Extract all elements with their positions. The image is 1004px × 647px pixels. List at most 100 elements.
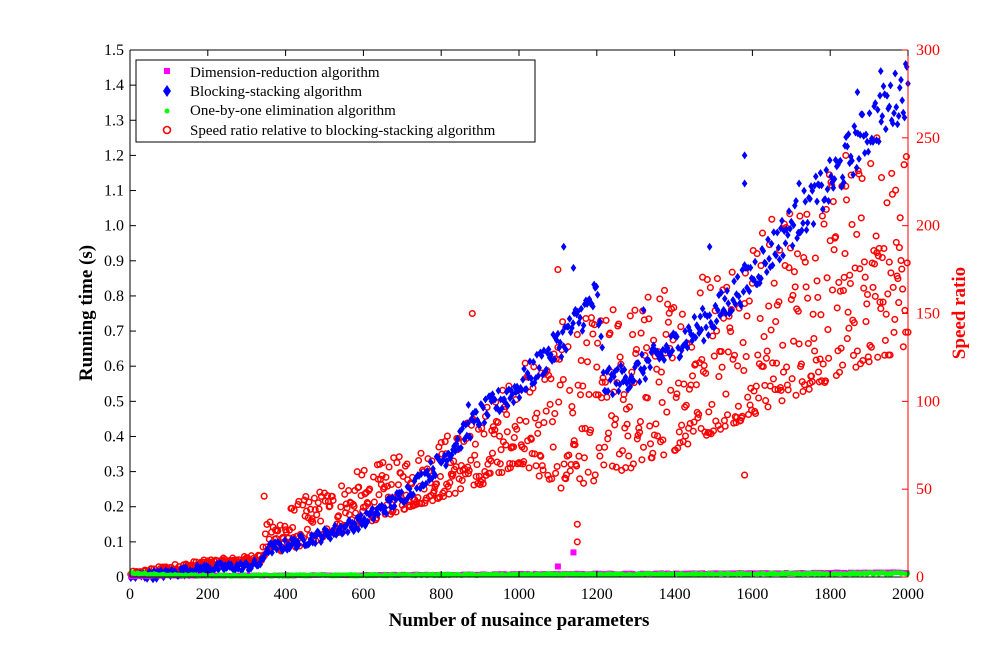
blocking-stacking-point <box>810 220 817 228</box>
speed-ratio-point <box>763 347 771 355</box>
speed-ratio-point <box>643 394 651 402</box>
speed-ratio-point <box>724 348 732 356</box>
blocking-stacking-point <box>621 365 628 374</box>
blocking-stacking-point <box>599 343 605 352</box>
speed-ratio-point <box>858 174 866 183</box>
speed-ratio-point <box>789 291 797 299</box>
speed-ratio-point <box>891 315 899 323</box>
speed-ratio-point <box>785 264 793 272</box>
speed-ratio-point <box>841 250 849 258</box>
blocking-stacking-point <box>744 283 750 292</box>
speed-ratio-point <box>839 286 847 295</box>
speed-ratio-point <box>857 214 865 222</box>
blocking-stacking-point <box>677 352 684 361</box>
speed-ratio-point <box>740 366 748 375</box>
speed-ratio-point <box>644 293 652 301</box>
speed-ratio-point <box>516 416 524 424</box>
speed-ratio-point <box>810 334 818 343</box>
blocking-stacking-point <box>334 529 341 538</box>
speed-ratio-point <box>478 476 486 484</box>
speed-ratio-point <box>649 449 657 457</box>
y-left-tick-label: 1.5 <box>104 42 124 59</box>
speed-ratio-point <box>718 363 726 371</box>
speed-ratio-point <box>895 299 903 307</box>
blocking-stacking-point <box>769 261 776 270</box>
blocking-stacking-point <box>495 386 502 395</box>
blocking-stacking-point <box>835 160 841 169</box>
blocking-stacking-point <box>359 520 365 529</box>
speed-ratio-point <box>611 415 620 423</box>
speed-ratio-point <box>570 437 578 445</box>
blocking-stacking-point <box>313 531 320 540</box>
blocking-stacking-point <box>577 313 583 322</box>
speed-ratio-point <box>219 554 227 562</box>
speed-ratio-point <box>569 409 577 417</box>
blocking-stacking-point <box>219 559 225 568</box>
speed-ratio-point <box>485 455 493 463</box>
speed-ratio-point <box>465 466 473 475</box>
blocking-stacking-point <box>807 194 813 203</box>
speed-ratio-point <box>856 265 864 273</box>
speed-ratio-point <box>432 480 441 488</box>
blocking-stacking-point <box>865 147 872 156</box>
legend-marker-dot <box>164 108 170 114</box>
y-left-tick-label: 1.3 <box>104 112 124 129</box>
blocking-stacking-point <box>838 182 845 191</box>
speed-ratio-point <box>415 456 423 465</box>
speed-ratio-point <box>835 368 844 376</box>
blocking-stacking-point <box>732 300 739 309</box>
blocking-stacking-point <box>527 357 533 366</box>
speed-ratio-point <box>790 268 798 276</box>
speed-ratio-point <box>521 359 529 367</box>
blocking-stacking-point <box>768 239 775 248</box>
speed-ratio-point <box>596 452 604 460</box>
speed-ratio-point <box>883 199 891 207</box>
speed-ratio-point <box>540 419 548 427</box>
blocking-stacking-point <box>570 319 576 328</box>
blocking-stacking-point <box>893 103 900 112</box>
blocking-stacking-point <box>887 81 894 90</box>
speed-ratio-point <box>867 160 875 168</box>
speed-ratio-point <box>353 468 361 476</box>
speed-ratio-point <box>863 290 872 299</box>
legend-marker-circle <box>162 125 172 135</box>
blocking-stacking-point <box>422 469 428 478</box>
blocking-stacking-point <box>901 113 908 122</box>
speed-ratio-point <box>713 327 721 335</box>
speed-ratio-point <box>860 284 868 292</box>
speed-ratio-point <box>839 361 847 369</box>
speed-ratio-point <box>601 443 609 451</box>
speed-ratio-point <box>313 511 321 519</box>
speed-ratio-point <box>360 466 368 474</box>
blocking-stacking-point <box>779 216 785 225</box>
speed-ratio-point <box>814 368 823 376</box>
speed-ratio-point <box>472 472 480 481</box>
y-left-tick-label: 0 <box>116 569 124 586</box>
speed-ratio-point <box>860 258 868 266</box>
blocking-stacking-point <box>392 495 399 504</box>
speed-ratio-point <box>769 359 777 367</box>
axis-ticks: 0 200 400 600 800 1000 1200 1400 1600 1800 200000.… <box>104 42 940 603</box>
speed-ratio-point <box>716 425 725 433</box>
speed-ratio-point <box>890 328 898 336</box>
speed-ratio-point <box>659 436 667 444</box>
blocking-stacking-point <box>485 411 491 420</box>
blocking-stacking-point <box>598 332 604 341</box>
speed-ratio-point <box>863 300 871 308</box>
speed-ratio-point <box>417 449 425 457</box>
speed-ratio-point <box>498 468 506 477</box>
blocking-stacking-point <box>369 504 376 513</box>
blocking-stacking-point <box>733 290 740 299</box>
speed-ratio-point <box>609 306 617 314</box>
speed-ratio-point <box>616 353 624 361</box>
speed-ratio-point <box>487 457 495 465</box>
speed-ratio-point <box>751 409 760 418</box>
blocking-stacking-point <box>844 142 851 151</box>
speed-ratio-point <box>562 471 571 479</box>
speed-ratio-point <box>290 506 298 514</box>
speed-ratio-point <box>639 443 648 451</box>
speed-ratio-point <box>809 310 817 318</box>
speed-ratio-point <box>510 443 518 451</box>
speed-ratio-point <box>705 408 713 416</box>
speed-ratio-point <box>527 435 535 443</box>
